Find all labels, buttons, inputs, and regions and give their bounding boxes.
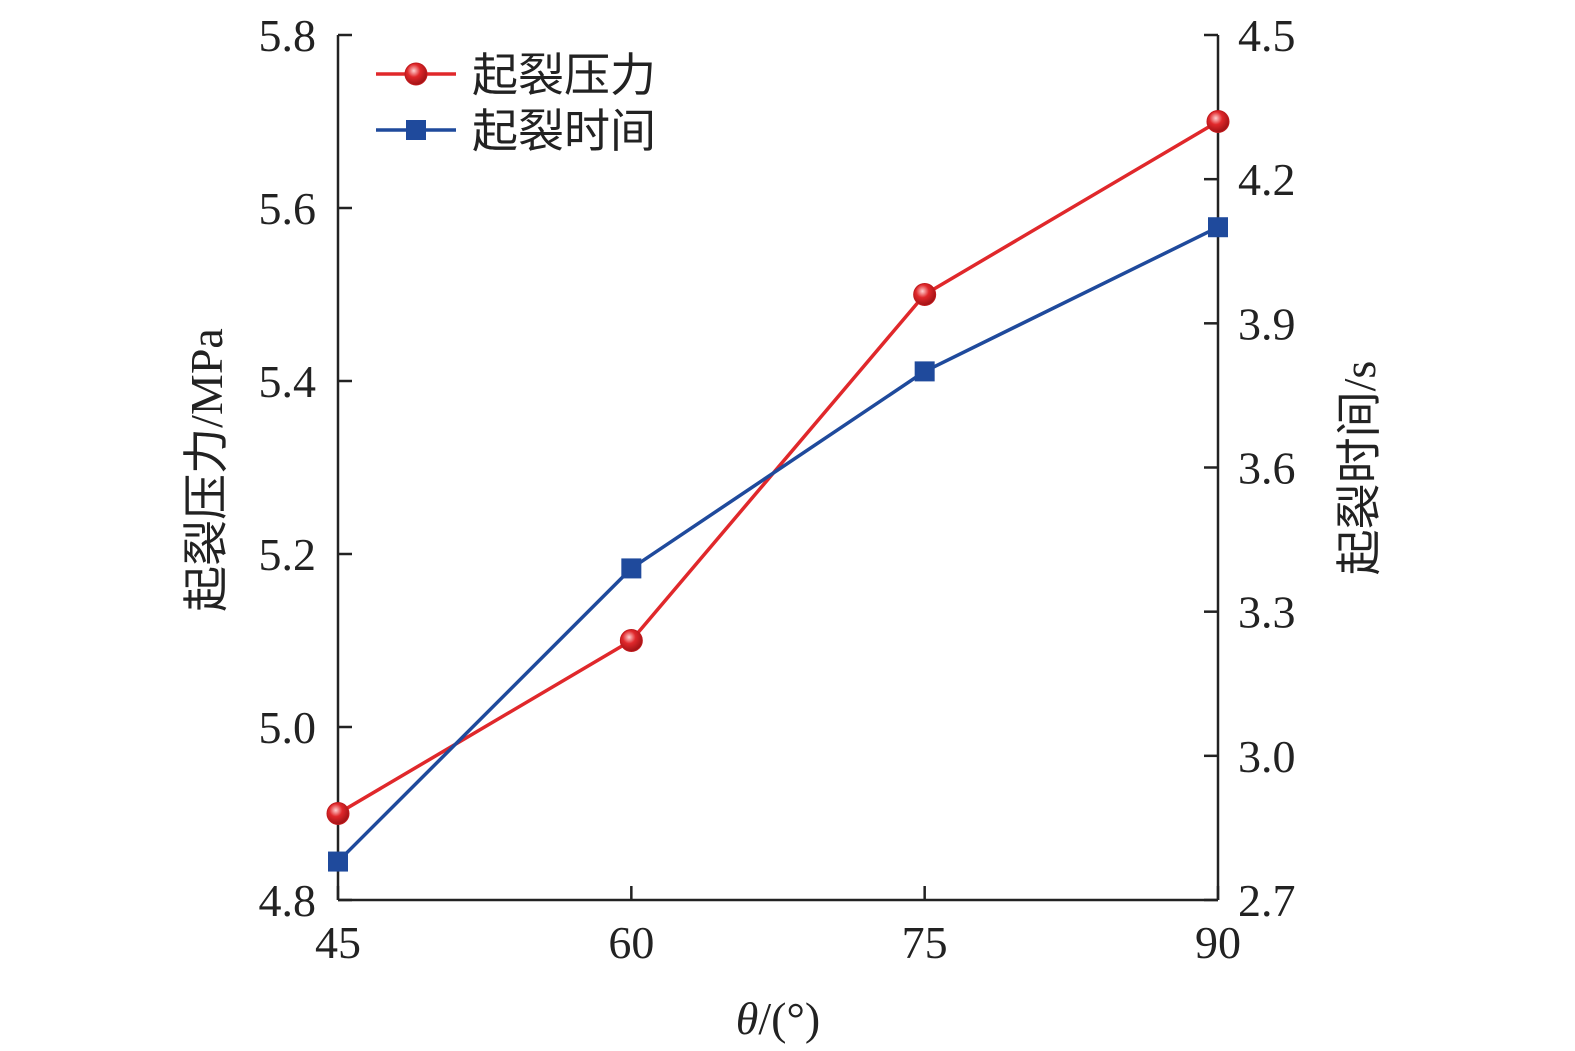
series-1-point [619,629,643,652]
x-axis-title: θ/(°) [736,993,820,1044]
x-axis-title-var: θ [736,993,759,1044]
series-line-2 [336,225,1219,863]
right-y-tick-label: 4.5 [1238,10,1296,61]
right-y-tick-label: 3.3 [1238,587,1296,638]
right-y-tick-label: 3.0 [1238,731,1296,782]
series-2-point [328,851,348,872]
legend-marker-2 [406,120,426,140]
x-tick-label: 75 [902,917,948,968]
x-tick-label: 60 [608,917,654,968]
series-1-point [1206,110,1230,133]
series-line-1 [337,119,1219,816]
axes-group: 45 60 75 90 4.8 5.0 5.2 5.4 5.6 5.8 2.7 3.0 3.3 3.6 3.… [181,10,1385,1044]
left-y-tick-label: 5.0 [259,702,317,753]
right-y-tick-label: 2.7 [1238,875,1296,926]
series-2-point [914,361,935,382]
right-y-tick-label: 3.9 [1238,298,1296,349]
series-2-point [621,558,642,579]
x-tick-label: 45 [315,917,361,968]
left-y-tick-label: 4.8 [259,875,317,926]
x-axis-title-unit: /(°) [758,993,820,1044]
right-y-tick-label: 4.2 [1238,154,1296,205]
right-y-axis-title: 起裂时间/s [1334,361,1385,576]
x-tick-label: 90 [1195,917,1241,968]
legend-label-2: 起裂时间 [472,106,656,157]
series-1-point [326,802,350,825]
left-y-axis-title: 起裂压力/MPa [181,328,232,612]
left-y-tick-label: 5.8 [259,10,317,61]
legend-marker-1 [404,62,428,86]
left-y-tick-label: 5.4 [259,356,317,407]
left-y-tick-label: 5.6 [259,183,317,234]
left-y-tick-label: 5.2 [259,529,317,580]
right-y-tick-label: 3.6 [1238,443,1296,494]
series-1-point [913,283,937,306]
series-group [326,110,1230,872]
series-2-point [1208,217,1228,238]
legend-label-1: 起裂压力 [472,50,656,101]
